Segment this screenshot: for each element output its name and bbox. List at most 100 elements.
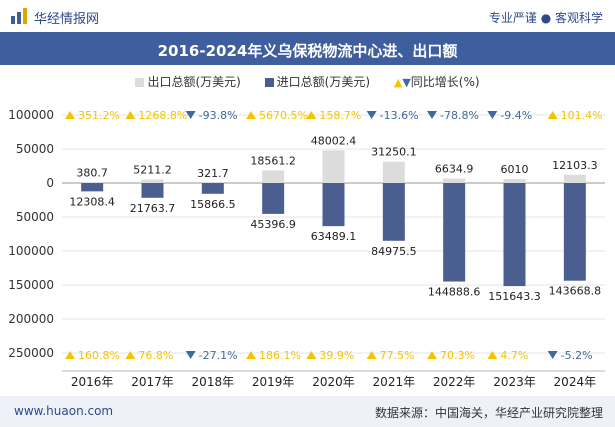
export-bar [382,161,405,183]
x-tick-label: 2016年 [71,375,114,389]
import-growth-label: 39.9% [319,349,354,362]
growth-down-triangle-icon [366,111,377,119]
growth-up-triangle-icon [65,111,75,119]
export-bar [563,174,586,183]
x-tick-label: 2018年 [192,375,235,389]
x-tick-label: 2017年 [131,375,174,389]
import-value-label: 15866.5 [190,198,236,211]
legend-up-triangle-icon: ▲ [393,76,403,89]
import-growth-label: 160.8% [78,349,120,362]
x-tick-label: 2019年 [252,375,295,389]
growth-down-triangle-icon [185,351,196,359]
export-value-label: 380.7 [76,167,108,180]
import-bar [443,183,466,282]
footer-site: www.huaon.com [14,404,114,418]
growth-up-triangle-icon [547,111,558,119]
export-growth-label: -78.8% [440,109,479,122]
import-value-label: 12308.4 [69,195,115,208]
import-growth-label: 76.8% [138,349,173,362]
y-tick-label: 0 [46,176,54,190]
export-growth-label: -9.4% [500,109,532,122]
growth-up-triangle-icon [306,111,317,119]
growth-up-triangle-icon [366,351,377,359]
y-tick-label: 200000 [8,312,54,326]
legend-growth: ▲▼同比增长(%) [394,73,480,90]
growth-up-triangle-icon [427,351,437,359]
export-growth-label: 158.7% [319,109,361,122]
x-tick-label: 2022年 [433,375,476,389]
growth-up-triangle-icon [306,351,317,359]
import-bar [503,183,526,287]
chart-plot: 100000 50000 0 50000 100000 150000 200000 25000… [8,108,605,389]
growth-up-triangle-icon [487,351,498,359]
y-tick-label: 150000 [8,278,54,292]
top-bar: 华经情报网 专业严谨 ● 客观科学 [0,0,615,32]
x-tick-label: 2021年 [373,375,416,389]
growth-down-triangle-icon [185,111,196,119]
export-bar [322,150,345,183]
y-tick-label: 50000 [16,142,54,156]
export-bar [262,170,285,183]
legend-import-swatch [264,78,274,87]
brand-tagline: 专业严谨 ● 客观科学 [488,11,603,25]
import-value-label: 63489.1 [311,230,357,243]
import-value-label: 144888.6 [428,286,481,299]
export-value-label: 5211.2 [133,163,172,176]
export-value-label: 31250.1 [371,146,417,159]
chart-title: 2016-2024年义乌保税物流中心进、出口额 [157,42,458,60]
legend-import: 进口总额(万美元) [264,73,371,90]
import-value-label: 143668.8 [549,285,602,298]
brand-logo-icon [11,8,27,24]
legend-export-label: 出口总额(万美元) [147,75,241,89]
growth-up-triangle-icon [125,351,136,359]
export-value-label: 321.7 [197,167,229,180]
import-bar [382,183,405,241]
growth-up-triangle-icon [246,111,256,119]
x-tick-label: 2020年 [312,375,355,389]
export-value-label: 18561.2 [250,154,296,167]
legend-export-swatch [135,78,145,87]
brand-name: 华经情报网 [34,12,100,27]
import-bar [262,183,285,214]
import-bar [81,183,104,192]
export-value-label: 48002.4 [311,134,357,147]
legend-export: 出口总额(万美元) [135,73,241,90]
export-value-label: 6010 [501,163,529,176]
y-tick-label: 250000 [8,346,54,360]
export-growth-label: 1268.8% [138,109,187,122]
legend-growth-label: 同比增长(%) [410,75,480,89]
export-growth-label: 101.4% [561,109,603,122]
footer: www.huaon.com 数据来源：中国海关，华经产业研究院整理 [0,396,615,427]
import-growth-label: 77.5% [380,349,415,362]
export-growth-label: 351.2% [78,109,120,122]
footer-source: 数据来源：中国海关，华经产业研究院整理 [374,406,603,420]
growth-down-triangle-icon [547,351,558,359]
import-value-label: 84975.5 [371,245,417,258]
growth-up-triangle-icon [65,351,75,359]
legend-down-triangle-icon: ▼ [402,76,411,89]
y-tick-label: 100000 [8,244,54,258]
chart-legend: 出口总额(万美元) 进口总额(万美元) ▲▼同比增长(%) [0,73,615,90]
y-tick-label: 50000 [16,210,54,224]
growth-down-triangle-icon [427,111,437,119]
export-bar [443,178,466,183]
import-value-label: 21763.7 [130,202,176,215]
import-value-label: 151643.3 [488,290,541,303]
import-growth-label: 4.7% [500,349,528,362]
import-growth-label: -27.1% [199,349,238,362]
export-value-label: 12103.3 [552,159,598,172]
export-growth-label: -13.6% [380,109,419,122]
import-growth-label: -5.2% [561,349,593,362]
legend-import-label: 进口总额(万美元) [276,75,371,89]
export-growth-label: 5670.5% [259,109,308,122]
import-bar [201,183,224,194]
export-growth-label: -93.8% [199,109,238,122]
import-growth-label: 70.3% [440,349,475,362]
growth-down-triangle-icon [487,111,498,119]
x-tick-label: 2024年 [554,375,597,389]
y-tick-label: 100000 [8,108,54,122]
import-bar [322,183,345,227]
title-bar: 2016-2024年义乌保税物流中心进、出口额 [0,32,615,65]
import-growth-label: 186.1% [259,349,301,362]
import-bar [563,183,586,281]
